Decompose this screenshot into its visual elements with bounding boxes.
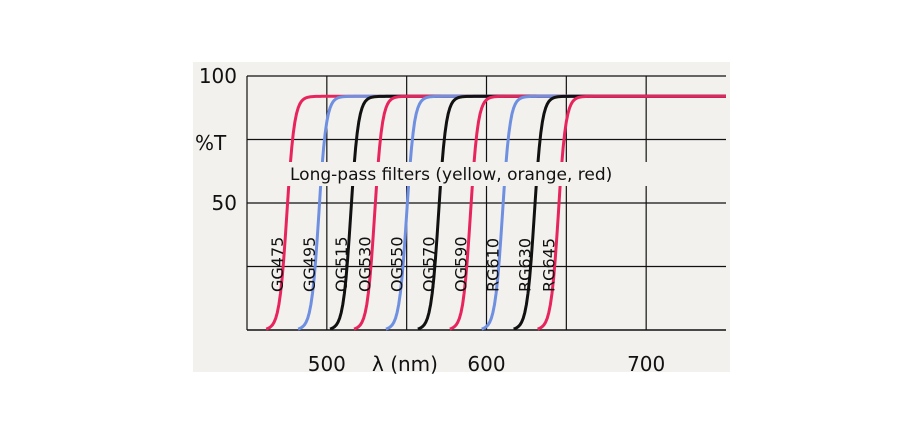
- annotation-background: [286, 162, 682, 186]
- series-label-gg475: GG475: [268, 237, 287, 292]
- series-label-rg610: RG610: [483, 238, 502, 292]
- series-label-gg495: GG495: [300, 237, 319, 292]
- x-axis-label: λ (nm): [372, 352, 438, 376]
- curve-layer: [265, 94, 726, 331]
- series-label-og515: OG515: [332, 236, 351, 292]
- plot-background: [193, 62, 730, 372]
- x-tick-label-600: 600: [467, 352, 505, 376]
- series-label-og530: OG530: [356, 236, 375, 292]
- label-layer: GG475 GG495 OG515 OG530 OG550 OG570 OG590 RG610…: [268, 236, 558, 292]
- series-label-rg630: RG630: [515, 238, 534, 292]
- y-tick-label-50: 50: [212, 191, 237, 215]
- y-axis-label: %T: [195, 131, 227, 155]
- series-label-og550: OG550: [388, 236, 407, 292]
- x-tick-label-500: 500: [308, 352, 346, 376]
- x-tick-label-700: 700: [627, 352, 665, 376]
- axis-layer: %T λ (nm) 50 100 500 600 700: [195, 64, 665, 376]
- y-tick-label-100: 100: [199, 64, 237, 88]
- chart-annotation: Long-pass filters (yellow, orange, red): [290, 165, 612, 185]
- series-label-og570: OG570: [420, 236, 439, 292]
- series-curve-rg645: [537, 94, 726, 331]
- series-label-og590: OG590: [452, 236, 471, 292]
- series-label-rg645: RG645: [539, 238, 558, 292]
